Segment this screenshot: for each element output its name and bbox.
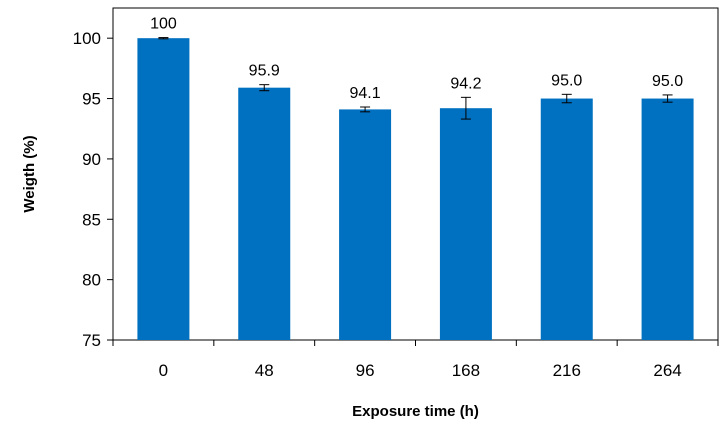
plot-frame	[112, 7, 719, 341]
x-tick-label: 168	[452, 361, 480, 380]
y-tick-label: 90	[82, 150, 101, 169]
x-tick-label: 96	[356, 361, 375, 380]
x-tick-label: 0	[159, 361, 168, 380]
bar	[137, 38, 190, 340]
error-bar	[158, 37, 169, 40]
bar	[439, 108, 492, 340]
y-axis: 75 80 85 90 95 100	[73, 29, 113, 350]
plot-border	[112, 7, 719, 341]
data-labels: 100 95.9 94.1 94.2 95.0 95.0	[150, 16, 683, 102]
y-tick-label: 100	[73, 29, 101, 48]
bar	[641, 98, 694, 340]
data-label: 94.2	[450, 75, 481, 92]
bars	[137, 38, 694, 341]
bar	[339, 109, 392, 340]
x-tick-label: 216	[553, 361, 581, 380]
error-bar	[259, 84, 270, 92]
x-axis: 0 48 96 168 216 264	[112, 340, 719, 380]
error-bar	[561, 93, 572, 104]
data-label: 95.9	[249, 63, 280, 80]
bar	[238, 87, 291, 341]
error-bar	[360, 106, 371, 113]
data-label: 95.0	[652, 73, 683, 90]
x-tick-label: 264	[653, 361, 681, 380]
x-axis-title: Exposure time (h)	[352, 403, 479, 420]
error-bars	[158, 37, 673, 120]
y-axis-title: Weigth (%)	[21, 135, 38, 212]
x-tick-label: 48	[255, 361, 274, 380]
data-label: 94.1	[350, 85, 381, 102]
y-tick-label: 95	[82, 90, 101, 109]
data-label: 95.0	[551, 72, 582, 89]
y-tick-label: 80	[82, 271, 101, 290]
error-bar	[460, 96, 471, 120]
y-tick-label: 85	[82, 210, 101, 229]
data-label: 100	[150, 16, 177, 33]
error-bar	[662, 94, 673, 103]
y-tick-label: 75	[82, 331, 101, 350]
bar	[540, 98, 593, 340]
